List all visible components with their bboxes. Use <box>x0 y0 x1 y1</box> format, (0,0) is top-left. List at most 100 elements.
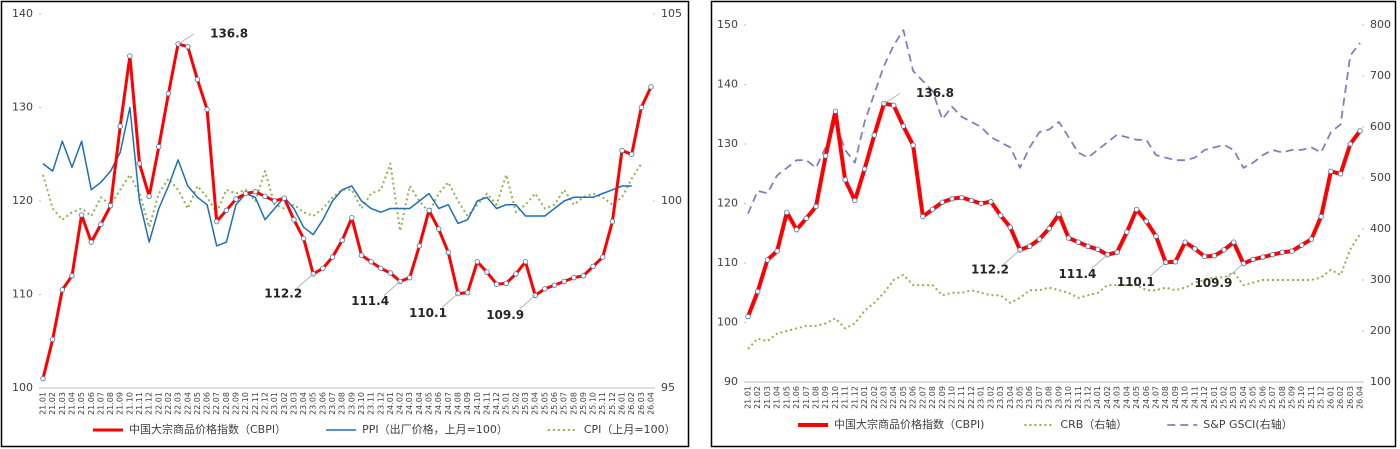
point <box>764 257 771 263</box>
point <box>291 216 297 223</box>
x-tick-label: 23.09 <box>1054 386 1063 409</box>
x-tick-label: 22.01 <box>860 386 869 409</box>
point <box>1124 229 1130 235</box>
x-tick-label: 21.07 <box>96 392 105 415</box>
x-tick-label: 21.09 <box>821 386 830 409</box>
x-tick-label: 25.06 <box>1258 386 1267 409</box>
point <box>1260 254 1266 260</box>
x-tick-label: 25.11 <box>1307 386 1316 409</box>
x-tick-label: 24.06 <box>1142 386 1151 409</box>
point <box>949 196 955 202</box>
y2-tick-label: 200 <box>1370 324 1391 337</box>
x-tick-label: 21.12 <box>145 392 154 415</box>
leader <box>518 295 536 310</box>
x-tick-label: 21.01 <box>744 386 753 409</box>
x-tick-label: 23.01 <box>977 386 986 409</box>
x-tick-label: 21.11 <box>841 386 850 409</box>
x-tick-label: 23.11 <box>1074 386 1083 409</box>
point <box>580 273 587 279</box>
data-label: 112.2 <box>264 286 302 300</box>
x-tick-label: 22.04 <box>889 386 898 409</box>
x-tick-label: 26.02 <box>1336 386 1345 409</box>
point <box>871 132 877 138</box>
point <box>774 248 780 254</box>
point <box>426 207 432 214</box>
point <box>194 76 201 83</box>
x-tick-label: 23.06 <box>318 392 327 415</box>
y2-tick-label: 95 <box>661 381 675 394</box>
x-tick-label: 23.03 <box>289 392 298 415</box>
x-tick-label: 23.07 <box>328 392 337 415</box>
data-label: 136.8 <box>210 26 248 40</box>
leader <box>883 93 901 104</box>
x-tick-label: 22.08 <box>222 392 231 415</box>
x-tick-label: 25.01 <box>1210 386 1219 409</box>
point <box>1075 239 1081 245</box>
point <box>561 278 567 285</box>
x-tick-label: 24.07 <box>1152 386 1161 409</box>
x-tick-label: 24.02 <box>396 392 405 415</box>
point <box>387 270 394 276</box>
x-tick-label: 25.12 <box>608 392 617 415</box>
x-tick-label: 23.03 <box>996 386 1005 409</box>
point <box>784 209 790 216</box>
x-tick-label: 21.07 <box>802 386 811 409</box>
point <box>474 259 480 265</box>
x-tick-label: 25.08 <box>1278 386 1287 409</box>
point <box>1347 141 1353 147</box>
data-label: 136.8 <box>916 86 954 100</box>
point <box>320 265 326 272</box>
x-tick-label: 24.09 <box>1171 386 1180 409</box>
x-tick-label: 26.03 <box>637 392 646 415</box>
x-tick-label: 25.12 <box>1317 386 1326 409</box>
point <box>1095 246 1101 253</box>
x-tick-label: 23.07 <box>1035 386 1044 409</box>
point <box>233 196 239 202</box>
y-tick-label: 110 <box>12 288 33 301</box>
x-tick-label: 24.02 <box>1103 386 1112 409</box>
data-label: 111.4 <box>351 294 389 308</box>
point <box>988 199 994 205</box>
point <box>339 237 345 243</box>
point <box>1143 218 1149 225</box>
data-label: 109.9 <box>486 308 524 322</box>
x-tick-label: 26.02 <box>627 392 636 415</box>
x-tick-label: 23.01 <box>270 392 279 415</box>
point <box>416 243 423 249</box>
point <box>755 288 761 295</box>
x-tick-label: 23.02 <box>986 386 995 409</box>
x-tick-label: 22.05 <box>193 392 202 415</box>
data-label: 109.9 <box>1194 276 1232 290</box>
point <box>136 160 143 167</box>
point <box>1027 243 1033 250</box>
point <box>40 375 46 382</box>
x-tick-label: 24.04 <box>1122 386 1131 409</box>
point <box>571 274 577 281</box>
x-tick-label: 22.03 <box>174 392 183 415</box>
x-tick-label: 22.02 <box>870 386 879 409</box>
x-tick-label: 25.05 <box>1249 386 1258 409</box>
x-tick-label: 21.03 <box>58 392 67 415</box>
y-tick-label: 100 <box>12 381 33 394</box>
x-tick-label: 21.12 <box>850 386 859 409</box>
point <box>1250 256 1256 263</box>
x-tick-label: 21.09 <box>116 392 125 415</box>
point <box>127 53 133 59</box>
point <box>929 206 936 213</box>
x-tick-label: 21.06 <box>792 386 801 409</box>
point <box>522 259 529 265</box>
x-tick-label: 24.10 <box>1181 386 1190 409</box>
data-label: 110.1 <box>1117 275 1155 289</box>
x-tick-label: 22.12 <box>260 392 269 415</box>
point <box>435 226 442 232</box>
x-tick-label: 23.06 <box>1025 386 1034 409</box>
leader <box>296 273 314 289</box>
y-tick-label: 100 <box>717 316 738 329</box>
x-tick-label: 26.04 <box>1356 386 1365 409</box>
x-tick-label: 26.01 <box>1326 386 1335 409</box>
point <box>1337 171 1344 177</box>
point <box>98 221 104 228</box>
point <box>832 108 839 114</box>
point <box>1036 236 1043 242</box>
x-tick-label: 24.01 <box>386 392 395 415</box>
